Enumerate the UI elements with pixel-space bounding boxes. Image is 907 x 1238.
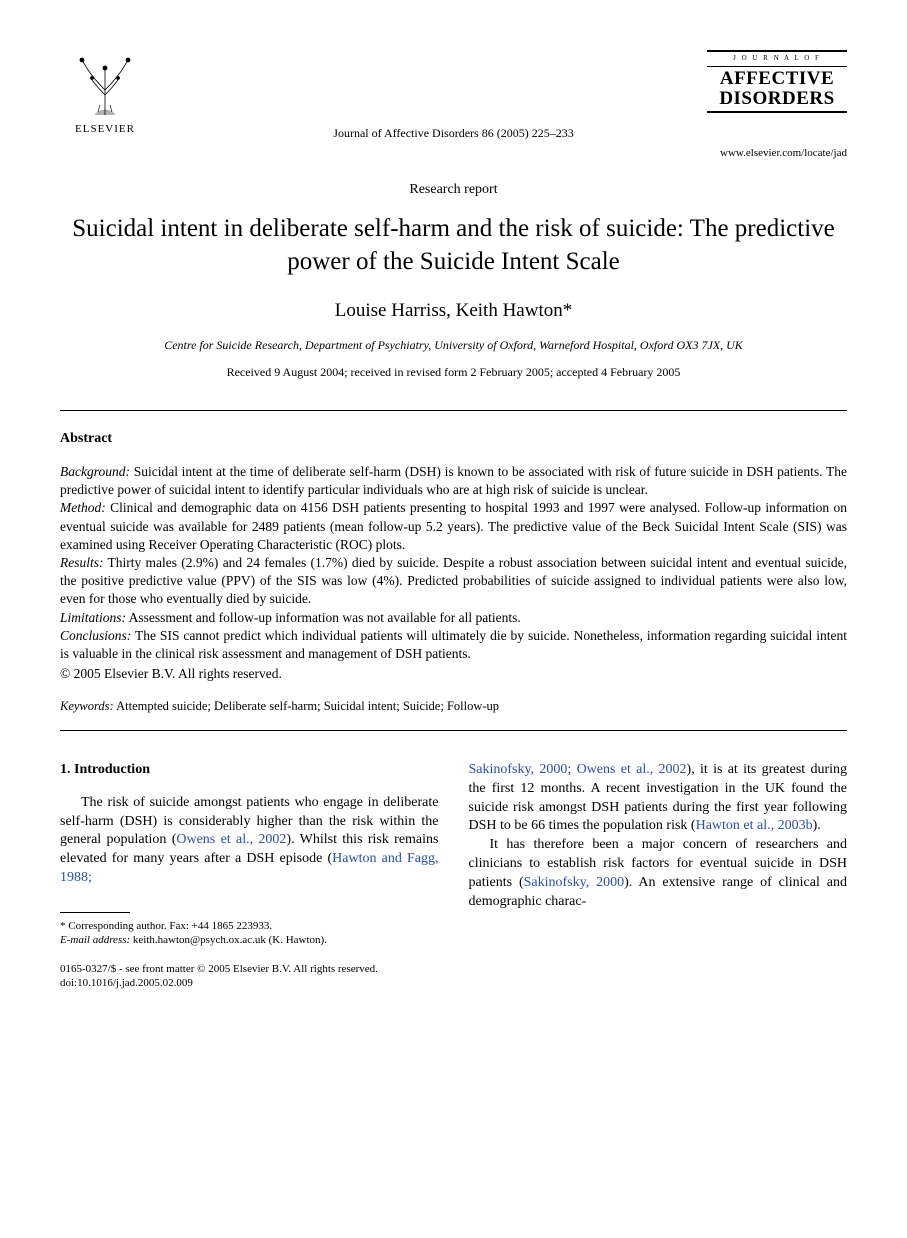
abstract-method-text: Clinical and demographic data on 4156 DS… [60,500,847,551]
article-affiliation: Centre for Suicide Research, Department … [60,337,847,354]
keywords-text: Attempted suicide; Deliberate self-harm;… [114,699,499,713]
abstract-limitations-text: Assessment and follow-up information was… [126,610,521,625]
publisher-name: ELSEVIER [75,122,135,137]
journal-logo-line2: DISORDERS [719,88,834,109]
body-paragraph: It has therefore been a major concern of… [469,836,848,912]
abstract-results-label: Results: [60,555,104,570]
article-authors: Louise Harriss, Keith Hawton* [60,298,847,325]
section-heading: 1. Introduction [60,761,439,780]
journal-logo-title: AFFECTIVE DISORDERS [707,67,847,113]
abstract-copyright: © 2005 Elsevier B.V. All rights reserved… [60,665,847,684]
article-type: Research report [60,180,847,200]
abstract-heading: Abstract [60,429,847,449]
abstract-results: Results: Thirty males (2.9%) and 24 fema… [60,554,847,609]
abstract-results-text: Thirty males (2.9%) and 24 females (1.7%… [60,555,847,606]
abstract-method-label: Method: [60,500,106,515]
section-number: 1. [60,762,71,777]
divider-top [60,410,847,411]
divider-bottom [60,730,847,731]
email-value: keith.hawton@psych.ox.ac.uk (K. Hawton). [130,934,327,946]
author-email: E-mail address: keith.hawton@psych.ox.ac… [60,933,439,947]
citation-link[interactable]: Hawton et al., 2003b [696,818,813,833]
body-paragraph: Sakinofsky, 2000; Owens et al., 2002), i… [469,761,848,837]
publisher-logo: ELSEVIER [60,50,150,137]
footnote-separator [60,912,130,913]
page-footer: 0165-0327/$ - see front matter © 2005 El… [60,962,847,991]
abstract-limitations: Limitations: Assessment and follow-up in… [60,609,847,627]
abstract-conclusions-text: The SIS cannot predict which individual … [60,628,847,661]
page-header: ELSEVIER J O U R N A L O F AFFECTIVE DIS… [60,50,847,137]
journal-logo-line1: AFFECTIVE [720,68,834,89]
abstract-background: Background: Suicidal intent at the time … [60,463,847,499]
abstract-method: Method: Clinical and demographic data on… [60,499,847,554]
journal-logo: J O U R N A L O F AFFECTIVE DISORDERS [707,50,847,113]
footer-doi: doi:10.1016/j.jad.2005.02.009 [60,976,847,990]
abstract-background-label: Background: [60,464,130,479]
body-text: ). [813,818,821,833]
abstract-conclusions: Conclusions: The SIS cannot predict whic… [60,627,847,663]
column-left: 1. Introduction The risk of suicide amon… [60,761,439,948]
elsevier-tree-icon [70,50,140,120]
journal-reference: Journal of Affective Disorders 86 (2005)… [60,125,847,142]
footnotes: * Corresponding author. Fax: +44 1865 22… [60,919,439,948]
corresponding-author: * Corresponding author. Fax: +44 1865 22… [60,919,439,933]
citation-link[interactable]: Owens et al., 2002 [176,832,286,847]
keywords-label: Keywords: [60,699,114,713]
section-title: Introduction [74,762,150,777]
abstract-conclusions-label: Conclusions: [60,628,131,643]
abstract-body: Background: Suicidal intent at the time … [60,463,847,663]
article-dates: Received 9 August 2004; received in revi… [60,364,847,381]
journal-logo-overline: J O U R N A L O F [707,50,847,67]
abstract-limitations-label: Limitations: [60,610,126,625]
citation-link[interactable]: Sakinofsky, 2000 [524,875,624,890]
body-columns: 1. Introduction The risk of suicide amon… [60,761,847,948]
body-paragraph: The risk of suicide amongst patients who… [60,794,439,888]
journal-url: www.elsevier.com/locate/jad [60,146,847,161]
keywords: Keywords: Attempted suicide; Deliberate … [60,698,847,716]
column-right: Sakinofsky, 2000; Owens et al., 2002), i… [469,761,848,948]
article-title: Suicidal intent in deliberate self-harm … [60,213,847,278]
citation-link[interactable]: Sakinofsky, 2000; Owens et al., 2002 [469,762,687,777]
email-label: E-mail address: [60,934,130,946]
abstract-background-text: Suicidal intent at the time of deliberat… [60,464,847,497]
footer-front-matter: 0165-0327/$ - see front matter © 2005 El… [60,962,847,976]
